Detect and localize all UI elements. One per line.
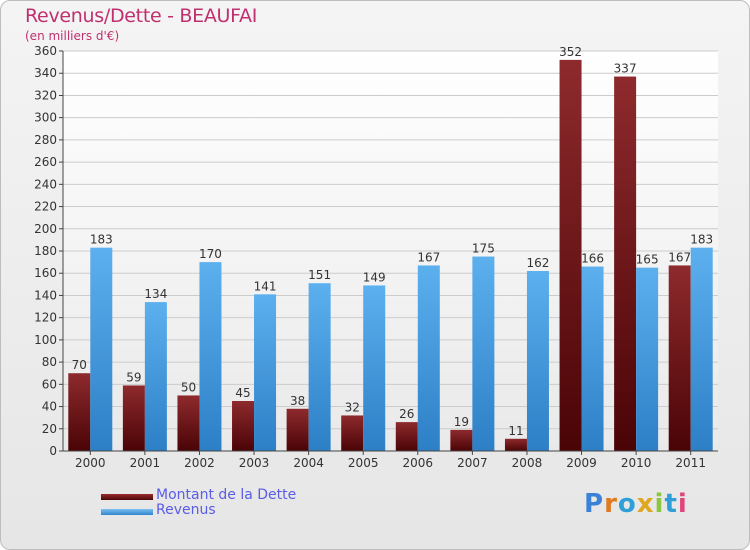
y-tick-label: 220 [34,200,57,214]
data-label: 38 [290,394,305,408]
bar-debt [614,76,637,452]
bar-revenue [472,256,495,451]
legend-swatch-debt [101,494,153,500]
data-label: 26 [399,407,414,421]
data-label: 134 [144,287,167,301]
bar-revenue [690,247,713,451]
data-label: 183 [690,233,713,247]
data-label: 11 [508,424,523,438]
bar-debt [450,429,473,451]
x-tick-label: 2008 [512,456,543,470]
bar-revenue [308,283,331,451]
bar-debt [122,385,145,451]
y-tick-label: 360 [34,44,57,58]
legend-label-debt: Montant de la Dette [156,487,297,503]
y-tick-label: 20 [42,422,57,436]
y-tick-label: 340 [34,66,57,80]
y-tick-label: 100 [34,333,57,347]
y-tick-label: 60 [42,377,57,391]
x-tick-label: 2004 [293,456,324,470]
y-tick-label: 180 [34,244,57,258]
x-tick-label: 2001 [130,456,161,470]
x-tick-label: 2006 [403,456,434,470]
x-tick-label: 2000 [75,456,106,470]
data-label: 151 [308,268,331,282]
y-tick-label: 320 [34,88,57,102]
data-label: 141 [254,279,277,293]
bar-revenue [581,266,604,451]
y-tick-label: 280 [34,133,57,147]
logo-letter: t [664,489,678,519]
bar-revenue [144,302,167,451]
data-label: 183 [90,233,113,247]
bar-revenue [90,247,113,451]
bar-debt [504,438,527,451]
bar-debt [668,265,691,451]
data-label: 70 [72,358,87,372]
data-label: 59 [126,370,141,384]
x-tick-label: 2009 [566,456,597,470]
bar-debt [68,373,91,451]
bar-revenue [636,267,659,451]
data-label: 167 [668,250,691,264]
y-tick-label: 140 [34,288,57,302]
bar-revenue [199,262,222,451]
data-label: 45 [235,386,250,400]
bar-debt [286,408,309,451]
data-label: 162 [527,256,550,270]
y-tick-label: 120 [34,311,57,325]
logo-letter: i [654,489,665,519]
x-tick-label: 2002 [184,456,215,470]
data-label: 352 [559,45,582,59]
data-label: 19 [454,415,469,429]
bar-debt [177,395,200,451]
data-label: 175 [472,242,495,256]
data-label: 50 [181,380,196,394]
data-label: 165 [636,253,659,267]
x-tick-label: 2007 [457,456,488,470]
bar-revenue [254,294,277,451]
bar-debt [559,59,582,452]
bar-revenue [417,265,440,451]
logo-letter: x [636,489,655,519]
logo-letter: i [677,489,688,519]
y-tick-label: 300 [34,111,57,125]
chart-subtitle: (en milliers d'€) [25,29,120,43]
bar-revenue [526,271,549,451]
logo-letter: P [584,489,605,519]
y-tick-label: 240 [34,177,57,191]
x-tick-label: 2003 [239,456,270,470]
chart-title: Revenus/Dette - BEAUFAI [25,5,258,27]
data-label: 149 [363,270,386,284]
legend-label-revenue: Revenus [156,502,216,518]
data-label: 337 [614,62,637,76]
bar-debt [232,401,255,451]
legend-swatch-revenue [101,509,153,515]
y-tick-label: 0 [49,444,57,458]
y-tick-label: 80 [42,355,57,369]
x-tick-label: 2011 [675,456,706,470]
data-label: 166 [581,252,604,266]
x-tick-label: 2005 [348,456,379,470]
y-tick-label: 40 [42,400,57,414]
bar-revenue [363,285,386,451]
proxiti-logo: Proxiti [584,489,688,519]
x-tick-label: 2010 [621,456,652,470]
y-tick-label: 200 [34,222,57,236]
y-tick-label: 260 [34,155,57,169]
logo-letter: r [604,489,618,519]
data-label: 32 [345,400,360,414]
logo-letter: o [617,489,637,519]
bar-debt [395,422,418,451]
y-tick-label: 160 [34,266,57,280]
bar-debt [341,415,364,451]
data-label: 167 [417,250,440,264]
data-label: 170 [199,247,222,261]
